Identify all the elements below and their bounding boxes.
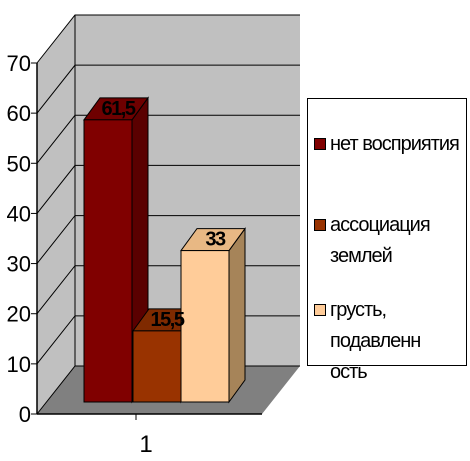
data-labels: 61,5 15,5 33: [102, 98, 228, 331]
legend-swatch: [314, 138, 326, 150]
data-label: 15,5: [151, 309, 185, 331]
y-tick-label: 20: [7, 302, 31, 327]
legend-swatch: [314, 219, 326, 231]
y-tick-label: 10: [7, 352, 31, 377]
data-label: 33: [205, 229, 226, 251]
y-axis-ticks: 0 10 20 30 40 50 60 70: [7, 51, 37, 427]
bar-front: [83, 119, 133, 403]
y-tick-label: 40: [7, 201, 31, 226]
y-tick-label: 60: [7, 101, 31, 126]
legend-label: нет восприятия: [330, 133, 460, 155]
y-tick-label: 30: [7, 252, 31, 277]
axes: [36, 63, 262, 420]
legend-label: ассоциация землей: [330, 214, 431, 267]
bar-side: [228, 227, 246, 404]
y-tick-label: 50: [7, 151, 31, 176]
y-tick-label: 70: [7, 51, 31, 76]
legend-label: грусть, подавленн ость: [330, 299, 421, 383]
data-label: 61,5: [102, 98, 136, 120]
y-tick-label: 0: [19, 402, 31, 427]
bar-front: [180, 250, 230, 403]
legend: нет восприятия ассоциация землей грусть,…: [307, 98, 467, 383]
bars: [83, 96, 246, 404]
x-axis-category-label: 1: [139, 431, 152, 458]
legend-swatch: [314, 304, 326, 316]
bar-front: [132, 330, 182, 403]
bar: [180, 227, 246, 404]
